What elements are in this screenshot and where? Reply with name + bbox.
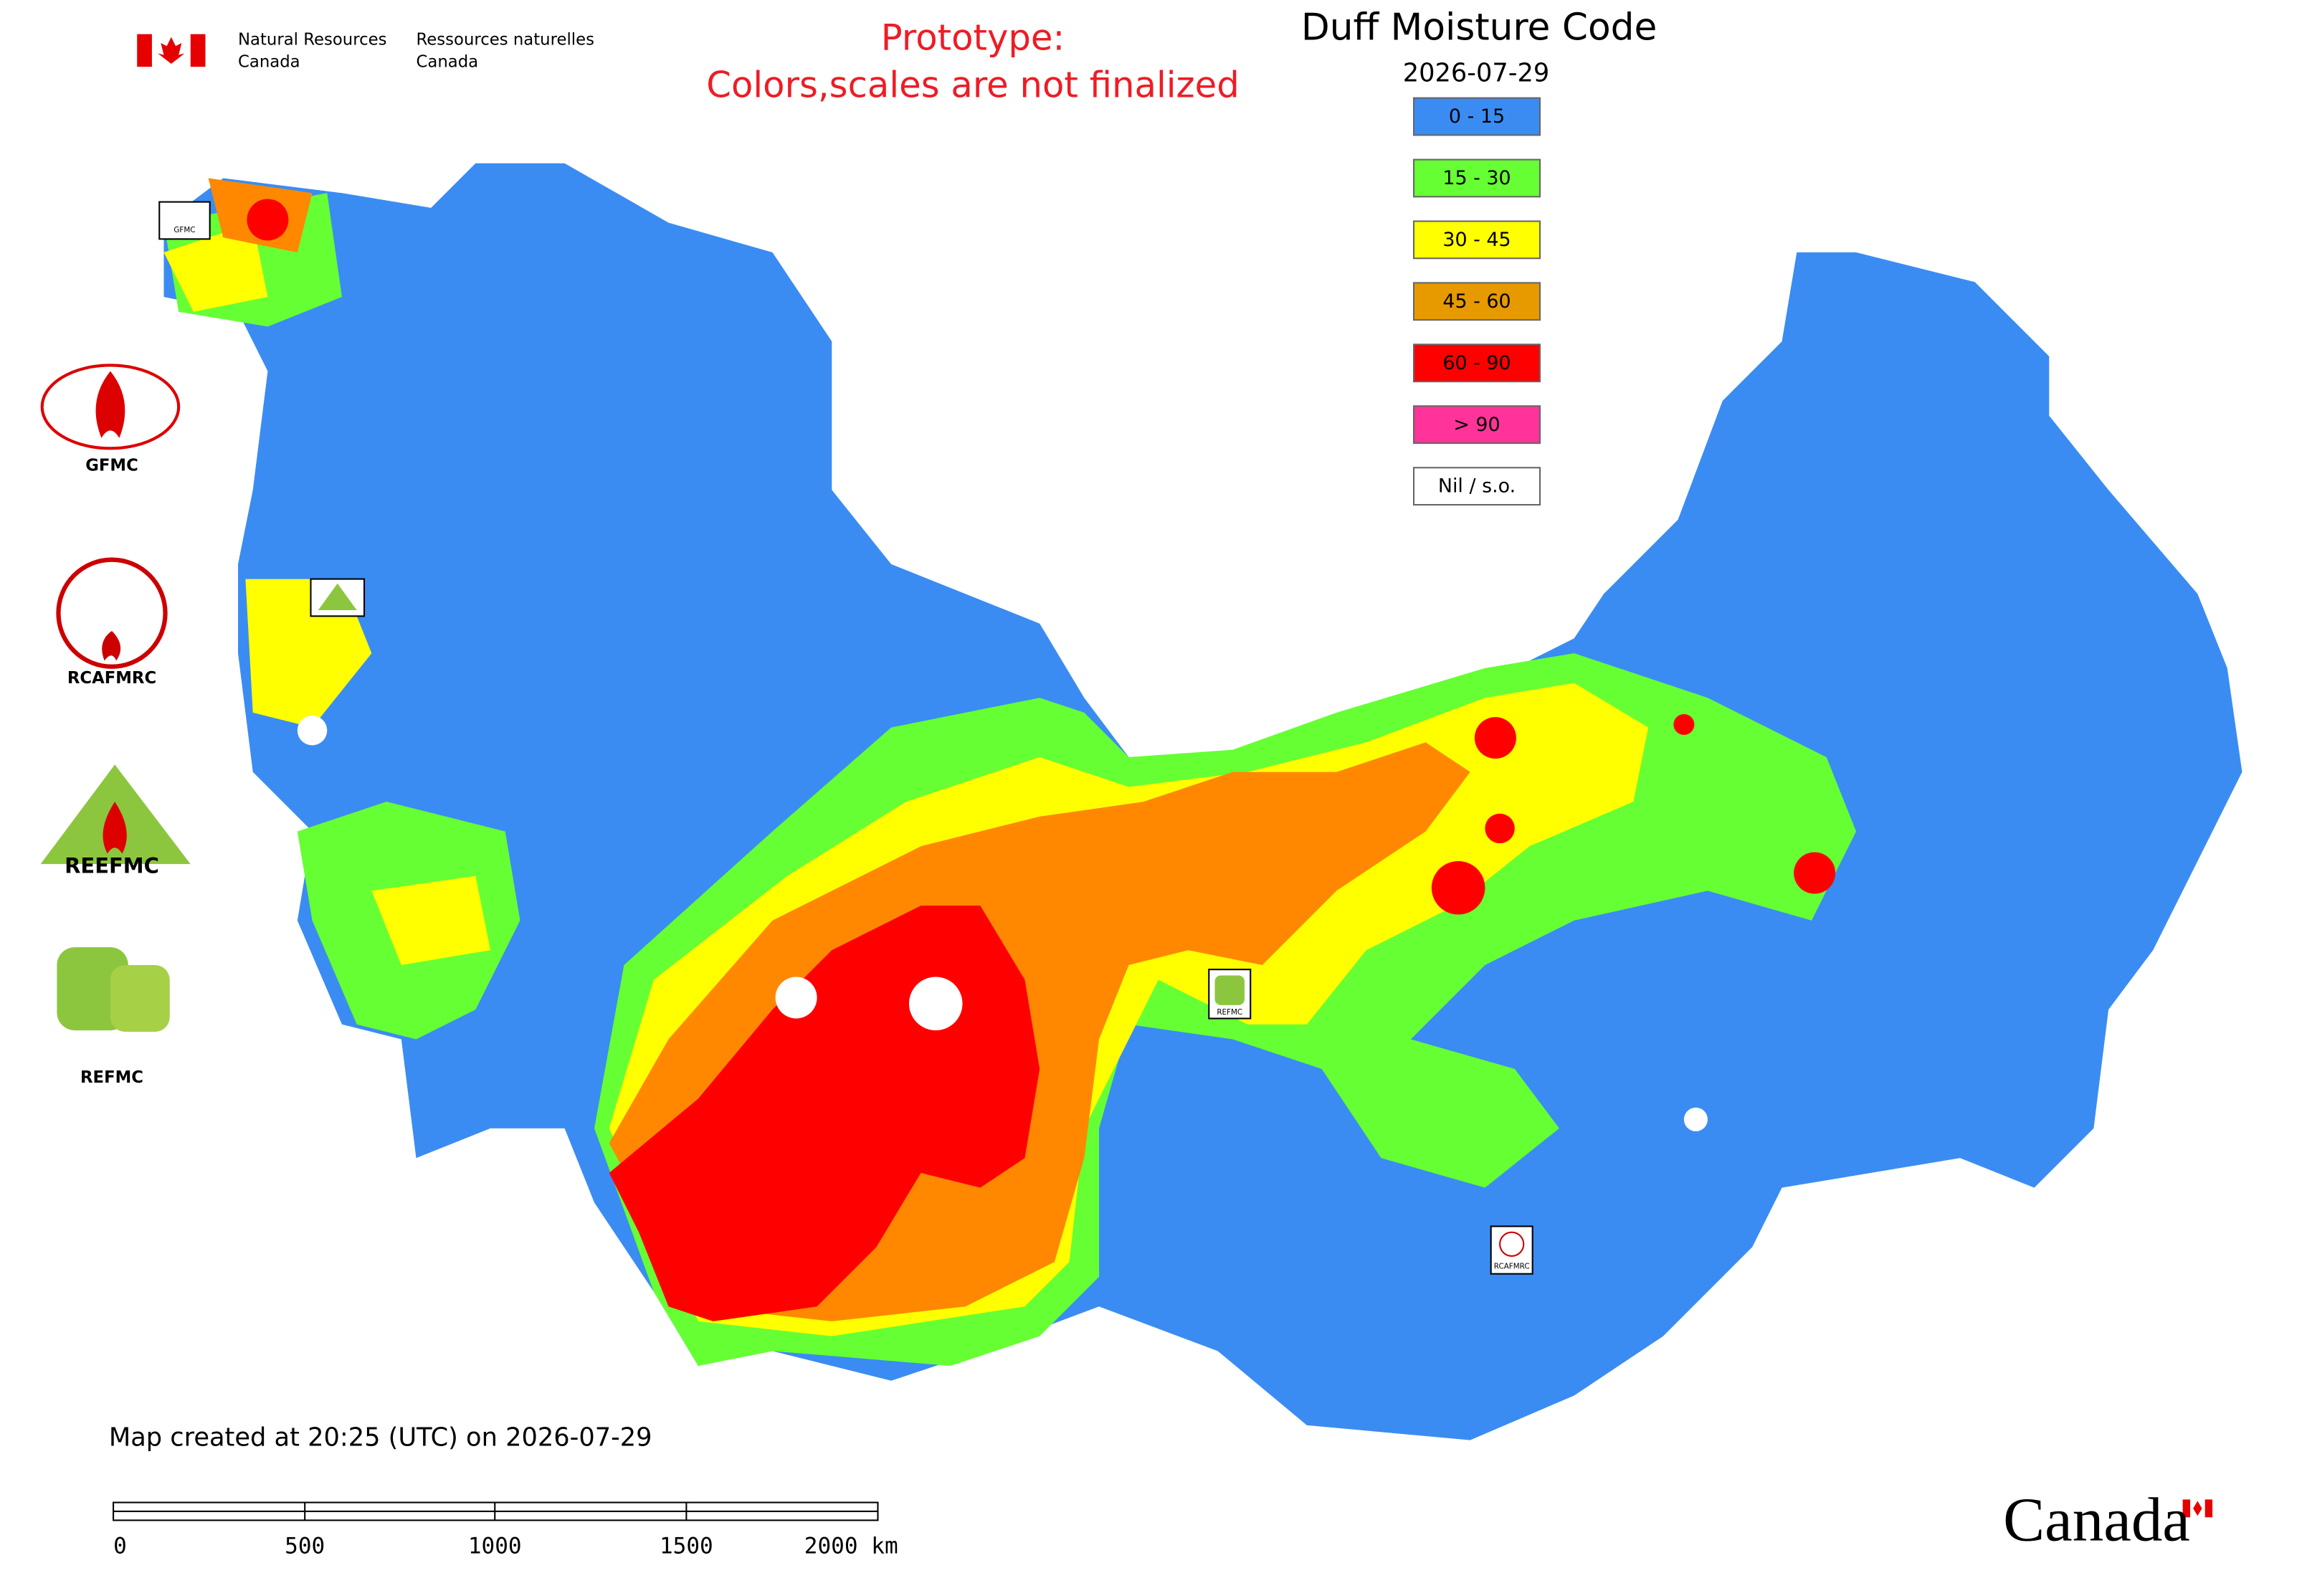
nil-spot <box>297 716 328 746</box>
nil-spot <box>908 977 963 1031</box>
legend-swatch <box>1412 97 1541 136</box>
zone-green-west <box>163 193 520 1040</box>
notice: Prototype: <box>881 16 1065 58</box>
map-markers: GFMC REFMC RCAFMRC <box>158 201 1533 1275</box>
zone-red-spot <box>1794 852 1836 894</box>
legend-label: 0 - 15 <box>1449 105 1505 128</box>
notice: Colors,scales are not finalized <box>706 65 1239 106</box>
legend-swatch <box>1412 343 1541 383</box>
timestamp: Map created at 20:25 (UTC) on 2026-07-29 <box>109 1423 652 1453</box>
scale-label: 2000 km <box>804 1534 898 1559</box>
legend-label: 30 - 45 <box>1442 229 1511 251</box>
nil-spot <box>775 977 817 1019</box>
canada-wordmark: Canada <box>2003 1486 2213 1554</box>
nrcan-signature <box>137 34 206 67</box>
marker-logo: REEFMC <box>65 853 159 878</box>
logo-label: REFMC <box>80 1068 143 1087</box>
scale-label: 0 <box>113 1534 127 1559</box>
legend-swatch <box>1412 467 1541 506</box>
side-logos: REEFMC <box>40 364 191 1032</box>
legend-swatch <box>1412 282 1541 321</box>
logo-label: GFMC <box>85 457 138 475</box>
scale-label: 1500 <box>660 1534 713 1559</box>
legend-label: Nil / s.o. <box>1438 475 1516 498</box>
department-en: Canada <box>238 52 300 71</box>
zone-red-spot <box>1485 813 1515 844</box>
zone-red-spot <box>1673 714 1695 735</box>
title: Duff Moisture Code <box>1301 6 1657 49</box>
header: Natural Resources Canada Ressources natu… <box>238 30 594 71</box>
logo-label: RCAFMRC <box>67 669 156 688</box>
map-zones <box>163 163 2242 1440</box>
marker-label: RCAFMRC <box>1494 1262 1530 1270</box>
department-fr: Ressources naturelles <box>417 30 594 49</box>
zone-red-spot <box>247 199 289 241</box>
nil-spot <box>1683 1107 1708 1131</box>
marker-label: GFMC <box>173 226 195 234</box>
scale-label: 500 <box>285 1534 325 1559</box>
legend-label: > 90 <box>1453 414 1500 436</box>
scale-label: 1000 <box>468 1534 522 1559</box>
scale-bar: 0 500 1000 1500 2000 km <box>113 1501 898 1559</box>
legend-label: 45 - 60 <box>1442 290 1511 313</box>
wordmark: Canada <box>2003 1486 2190 1554</box>
legend-swatch <box>1412 405 1541 445</box>
legend-swatch <box>1412 220 1541 260</box>
zone-red-spot <box>1431 861 1485 915</box>
zone-red-spot <box>1474 717 1516 759</box>
department-en: Natural Resources <box>238 30 386 49</box>
marker-label: REFMC <box>1217 1008 1242 1017</box>
legend-label: 60 - 90 <box>1442 352 1511 374</box>
legend: 0 - 15 15 - 30 30 - 45 45 - 60 60 - 90 > 90 Ni… <box>1412 97 1541 506</box>
date: 2026-07-29 <box>1403 59 1550 88</box>
legend-swatch <box>1412 158 1541 198</box>
department-fr: Canada <box>417 52 479 71</box>
legend-label: 15 - 30 <box>1442 167 1511 189</box>
